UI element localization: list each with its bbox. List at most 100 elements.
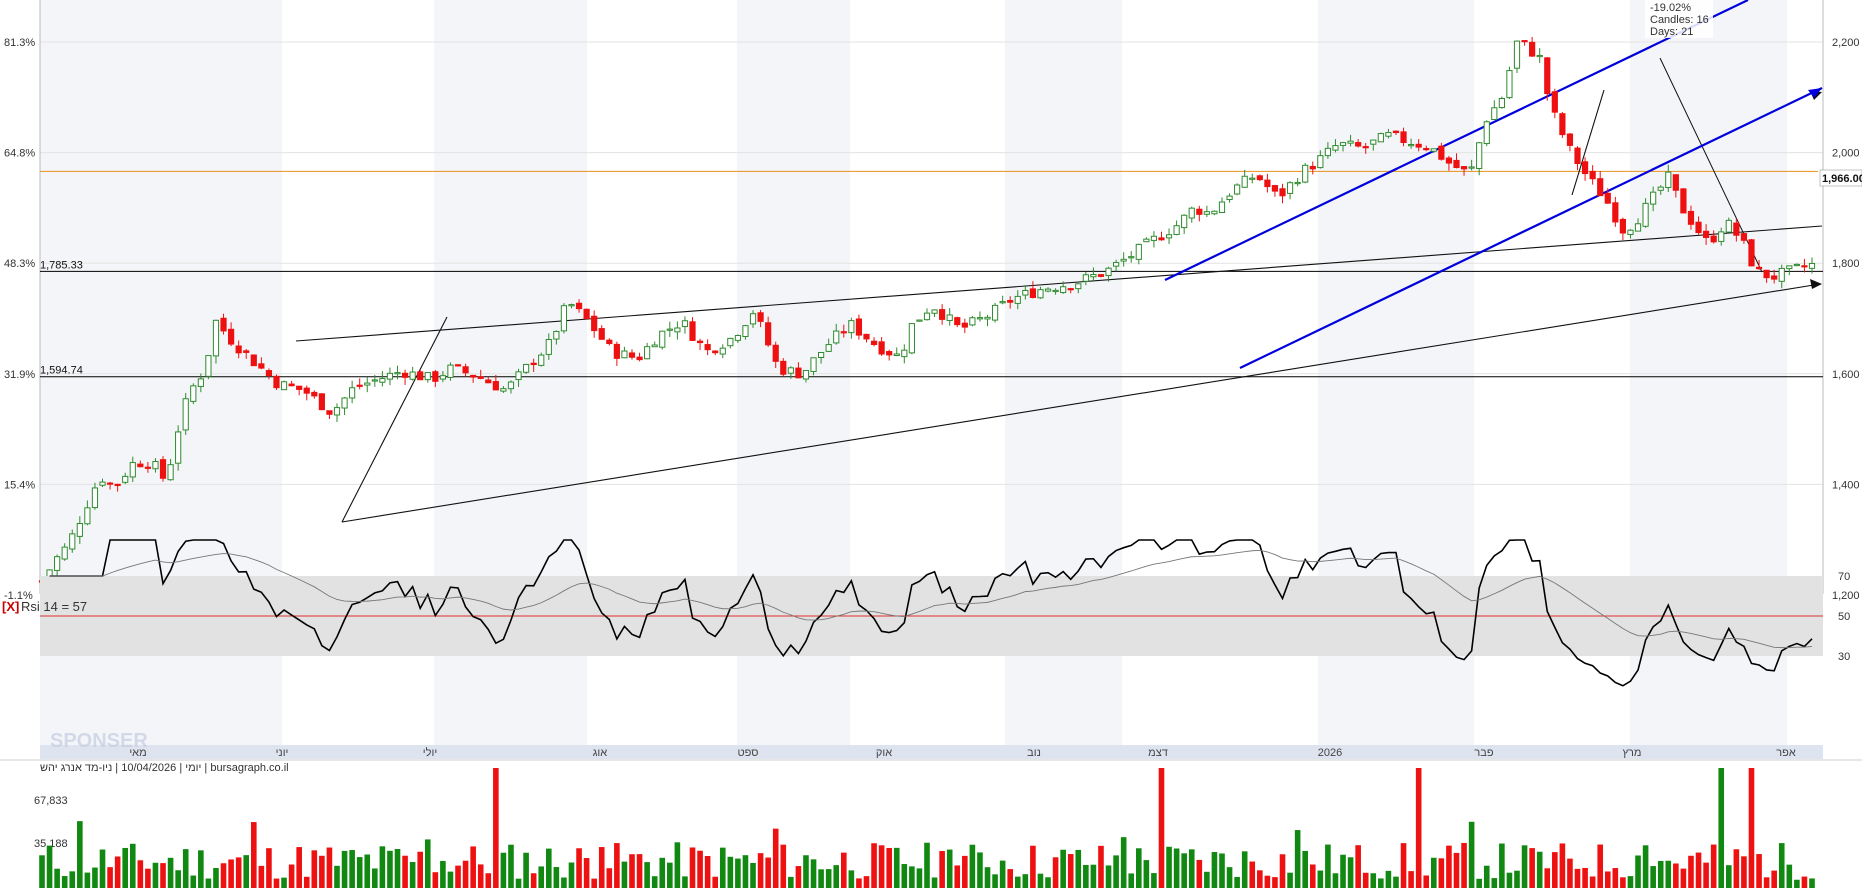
candle-body [1211,210,1218,215]
volume-bar [931,877,938,888]
rsi-tick-label: 70 [1838,571,1850,583]
candle-body [167,464,174,481]
candle-body [1022,289,1029,296]
candle-body [1589,170,1596,180]
volume-bar [152,862,159,888]
volume-bar [379,846,386,888]
candle-body [1544,57,1551,95]
volume-bar [1158,768,1165,888]
volume-bar [788,876,794,888]
candle-body [485,379,492,384]
percent-axis: 81.3% 64.8% 48.3% 31.9% 15.4% -1.1% [4,37,35,602]
volume-bar [92,867,98,888]
volume-bar [1385,870,1392,888]
volume-bar [735,858,741,888]
candle-body [243,350,250,353]
volume-bar [39,855,45,888]
candle-body [417,371,424,381]
candle-body [1196,208,1203,215]
volume-bar [54,868,60,888]
volume-bar [334,865,340,888]
candle-body [1597,178,1604,197]
candle-body [144,466,151,469]
candle-body [447,364,454,378]
candle-body [1536,54,1543,58]
candle-body [1445,157,1453,164]
volume-bar [1120,837,1127,888]
volume-bar [1113,855,1119,888]
volume-bar [674,842,681,888]
volume-bar [500,852,507,888]
volume-bar [1166,846,1172,888]
candle-body [424,372,431,381]
volume-bar [493,768,499,888]
volume-bar [1060,849,1066,888]
volume-bar [1809,878,1815,888]
volume-bar [1181,853,1187,888]
candle-body [91,487,99,509]
candle-body [1150,235,1158,241]
volume-bar [243,855,250,888]
volume-bar [1219,853,1225,888]
volume-bar [1430,857,1437,888]
volume-bar [1257,870,1263,888]
volume-bar [1090,864,1097,888]
candle-body [1264,179,1271,188]
price-tick-label: 2,200 [1832,37,1860,49]
candle-body [212,319,220,357]
volume-bar [296,847,302,888]
volume-bar [992,874,998,888]
candle-body [235,345,242,354]
candle-body [575,302,583,310]
volume-bar [107,867,113,888]
volume-bar [871,843,877,888]
volume-bar [682,876,688,888]
candle-body [712,350,719,354]
volume-bar [167,857,174,888]
volume-bar [909,866,915,888]
volume-bar [1196,859,1203,888]
volume-bar [712,876,719,888]
candle-body [1392,130,1400,134]
candle-body [976,317,984,320]
candle-body [1733,222,1740,236]
candle-body [500,388,507,392]
volume-bar [1325,844,1331,888]
date-axis: מאי יוני יולי אוג ספט אוק נוב דצמ 2026 פבר מרץ אפר [40,745,1823,759]
volume-bar [122,847,129,888]
candle-body [644,346,651,360]
volume-bar [1718,768,1725,888]
measure-days: Days: 21 [1650,26,1693,38]
candle-body [999,301,1006,304]
candle-body [1793,263,1800,267]
month-band [40,0,282,594]
measure-annotation: -19.02% Candles: 16 Days: 21 [1645,0,1713,38]
volume-bar [1098,845,1104,888]
candle-body [1377,133,1384,143]
volume-bar [644,862,650,888]
candle-body [1703,230,1710,238]
volume-bar [1370,873,1377,888]
candle-body [492,381,499,391]
volume-tick-label: 67,833 [34,795,68,807]
candle-body [129,462,136,478]
volume-bar [757,853,764,888]
volume-bar [1688,855,1694,888]
candle-body [719,347,726,355]
level-label: 1,785.33 [40,259,83,271]
candle-body [1657,186,1664,191]
volume-bar [160,863,166,888]
candle-body [591,315,598,332]
candle-body [795,367,802,379]
candle-body [273,375,280,389]
volume-bar [840,852,847,888]
candle-body [651,344,658,348]
candle-body [197,378,204,387]
candle-body [523,363,530,373]
volume-bar [1763,877,1770,888]
volume-bar [1771,870,1777,888]
volume-bar [1725,865,1732,888]
candle-body [659,330,666,348]
volume-bar [1468,821,1475,888]
rsi-close-button[interactable]: [X] [2,599,19,614]
